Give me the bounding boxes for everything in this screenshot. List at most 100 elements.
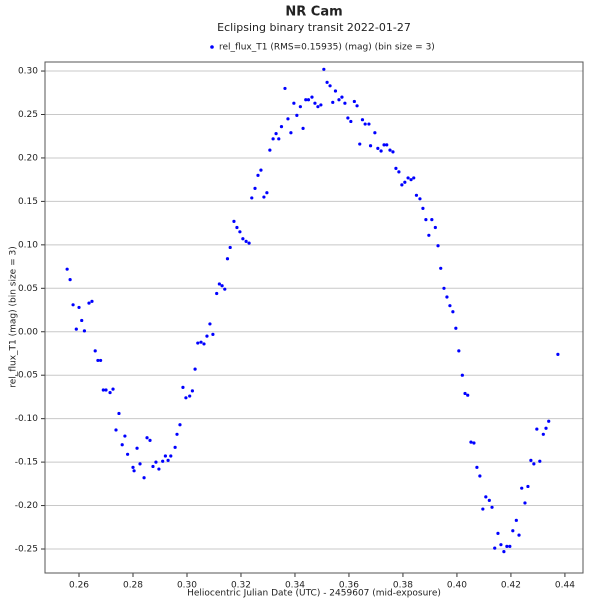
point (328, 84, 332, 88)
point (120, 443, 124, 447)
point (445, 295, 449, 299)
x-tick-label: 0.42 (501, 581, 521, 591)
point (523, 501, 527, 505)
point (442, 286, 446, 290)
point (388, 148, 392, 152)
point (363, 122, 367, 126)
y-axis-label: rel_flux_T1 (mag) (bin size = 3) (9, 246, 19, 387)
point (104, 388, 108, 392)
point (382, 143, 386, 147)
point (412, 176, 416, 180)
chart-title: NR Cam (285, 5, 342, 20)
point (376, 146, 380, 150)
x-tick-label: 0.38 (393, 581, 413, 591)
point (271, 137, 275, 141)
x-tick-label: 0.34 (285, 581, 305, 591)
point (484, 495, 488, 499)
point (358, 142, 362, 146)
point (360, 118, 365, 122)
point (244, 239, 248, 243)
legend-label: rel_flux_T1 (RMS=0.15935) (mag) (bin siz… (219, 43, 435, 53)
point (304, 98, 308, 102)
y-tick-label: -0.05 (15, 371, 38, 381)
point (427, 233, 431, 237)
point (114, 428, 118, 432)
point (298, 105, 302, 109)
point (502, 550, 506, 554)
point (331, 100, 335, 104)
point (132, 469, 136, 473)
point (131, 465, 135, 469)
point (472, 441, 476, 445)
point (508, 544, 512, 549)
point (469, 440, 473, 444)
x-tick-label: 0.32 (231, 581, 251, 591)
point (223, 287, 227, 291)
point (430, 218, 434, 222)
point (175, 432, 179, 436)
point (319, 103, 323, 107)
y-tick-label: -0.15 (15, 458, 38, 468)
x-tick-label: 0.30 (177, 581, 197, 591)
point (82, 329, 87, 333)
point (193, 367, 197, 371)
point (448, 304, 452, 308)
point (325, 80, 329, 84)
point (466, 393, 470, 397)
point (178, 423, 182, 427)
point (225, 257, 230, 261)
point (343, 101, 347, 105)
point (71, 303, 75, 307)
point (250, 196, 254, 200)
point (138, 462, 142, 466)
point (394, 166, 398, 170)
point (368, 144, 373, 148)
point (173, 445, 177, 449)
point (90, 299, 94, 303)
point (454, 326, 458, 330)
point (538, 459, 542, 463)
point (505, 544, 509, 549)
y-tick-label: 0.15 (18, 197, 38, 207)
point (151, 464, 155, 469)
plot-frame (44, 61, 584, 574)
point (352, 99, 356, 104)
point (520, 486, 524, 490)
point (436, 244, 440, 248)
point (283, 86, 287, 91)
point (403, 180, 407, 184)
point (490, 505, 494, 509)
point (190, 389, 194, 393)
point (391, 150, 395, 154)
point (292, 101, 296, 105)
point (487, 498, 491, 502)
point (169, 454, 173, 458)
point (439, 266, 443, 270)
point (337, 98, 341, 102)
point (493, 546, 497, 550)
point (154, 460, 158, 464)
point (87, 301, 91, 305)
point (142, 476, 146, 480)
point (247, 241, 251, 245)
point (310, 95, 314, 99)
point (333, 89, 338, 93)
point (256, 173, 260, 177)
point (241, 237, 245, 241)
point (181, 385, 185, 389)
point (238, 230, 242, 234)
y-tick-label: 0.05 (18, 284, 38, 294)
point (463, 391, 467, 396)
point (346, 116, 350, 120)
x-tick-label: 0.28 (123, 581, 143, 591)
point (228, 245, 232, 250)
point (385, 143, 389, 147)
y-tick-label: -0.20 (15, 501, 39, 511)
point (406, 176, 410, 180)
point (460, 373, 464, 377)
point (166, 458, 170, 462)
point (277, 137, 281, 141)
point (295, 113, 299, 117)
point (481, 507, 485, 511)
